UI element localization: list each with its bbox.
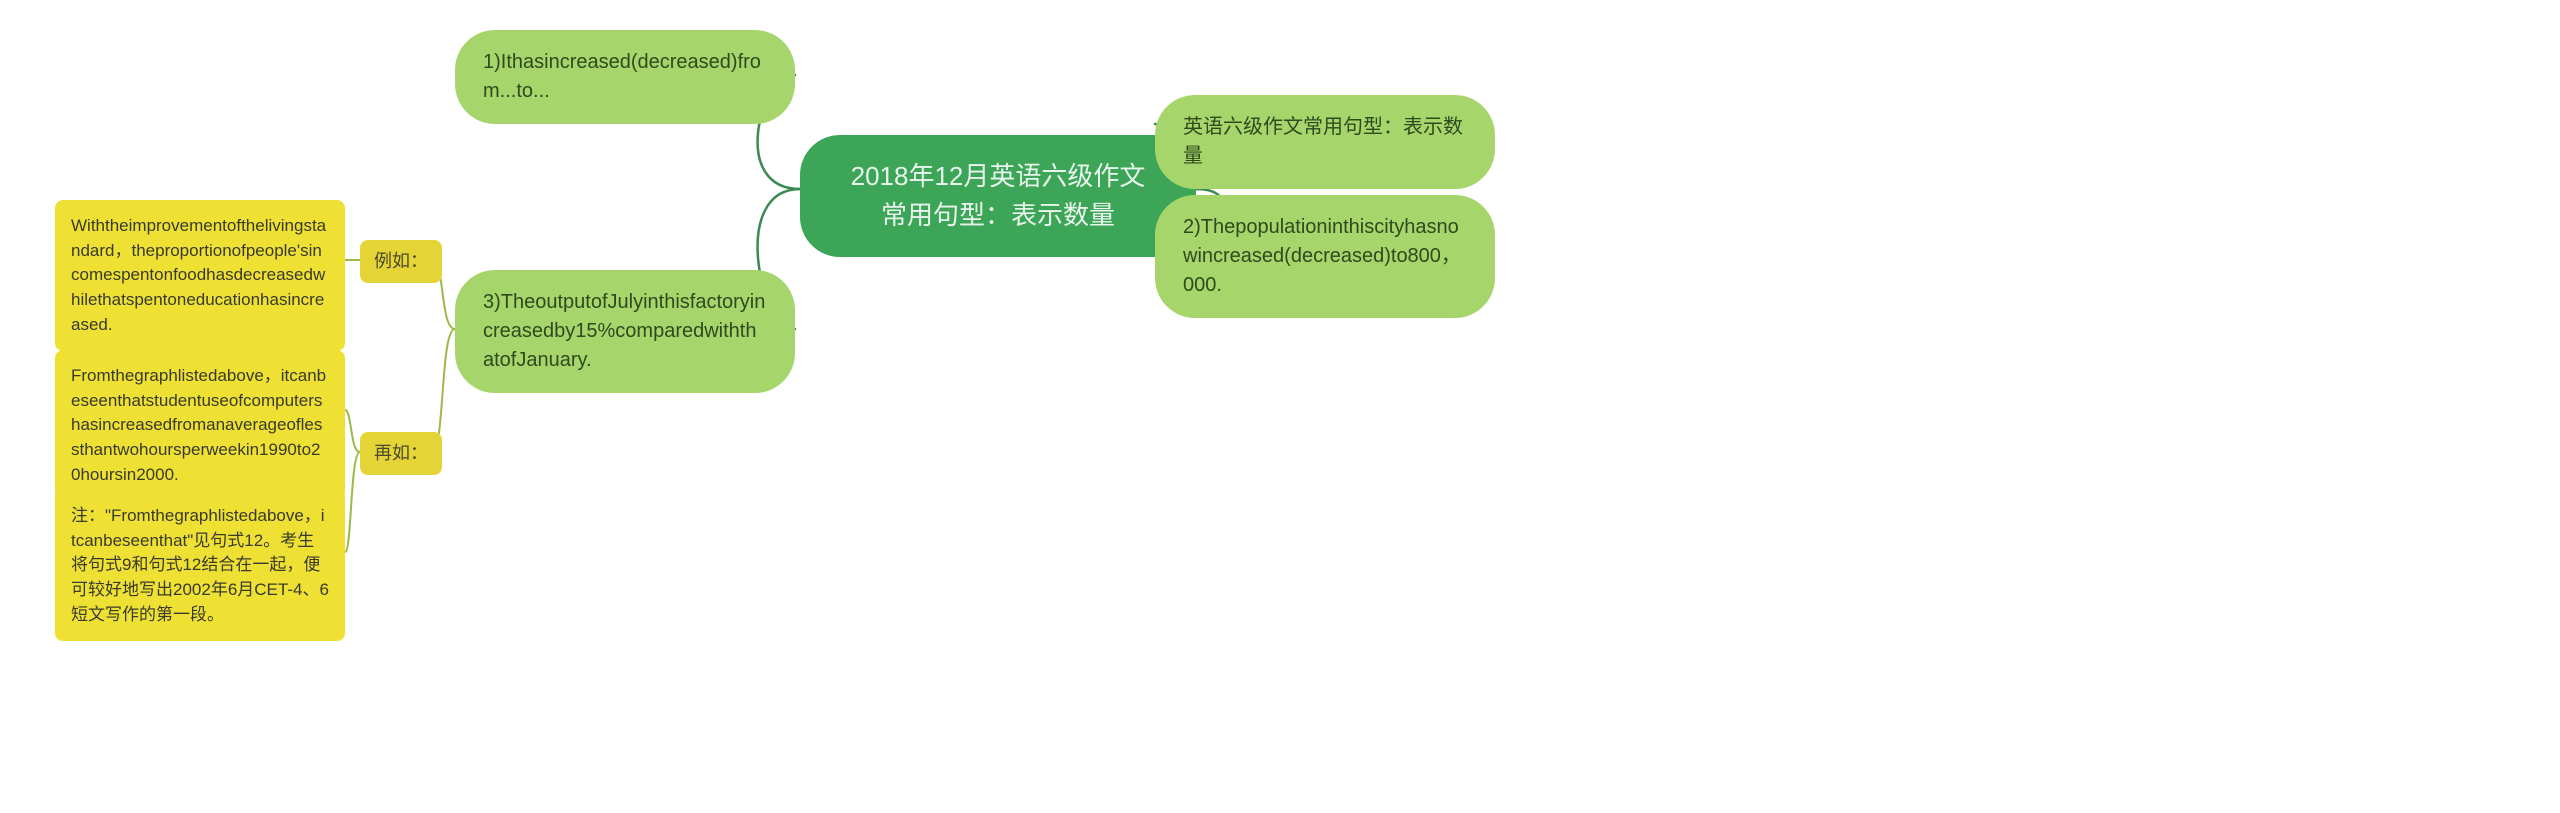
leaf-node-2[interactable]: Fromthegraphlistedabove，itcanbeseenthats…: [55, 350, 345, 501]
branch-node-right-title[interactable]: 英语六级作文常用句型：表示数量: [1155, 95, 1495, 189]
mindmap-center-node[interactable]: 2018年12月英语六级作文常用句型：表示数量: [800, 135, 1196, 257]
sublabel-another[interactable]: 再如：: [360, 432, 442, 475]
leaf-node-1[interactable]: Withtheimprovementofthelivingstandard，th…: [55, 200, 345, 351]
branch-node-3[interactable]: 3)TheoutputofJulyinthisfactoryincreasedb…: [455, 270, 795, 393]
leaf-node-3[interactable]: 注："Fromthegraphlistedabove，itcanbeseenth…: [55, 490, 345, 641]
branch-node-1[interactable]: 1)Ithasincreased(decreased)from...to...: [455, 30, 795, 124]
branch-node-right-2[interactable]: 2)Thepopulationinthiscityhasnowincreased…: [1155, 195, 1495, 318]
sublabel-example[interactable]: 例如：: [360, 240, 442, 283]
